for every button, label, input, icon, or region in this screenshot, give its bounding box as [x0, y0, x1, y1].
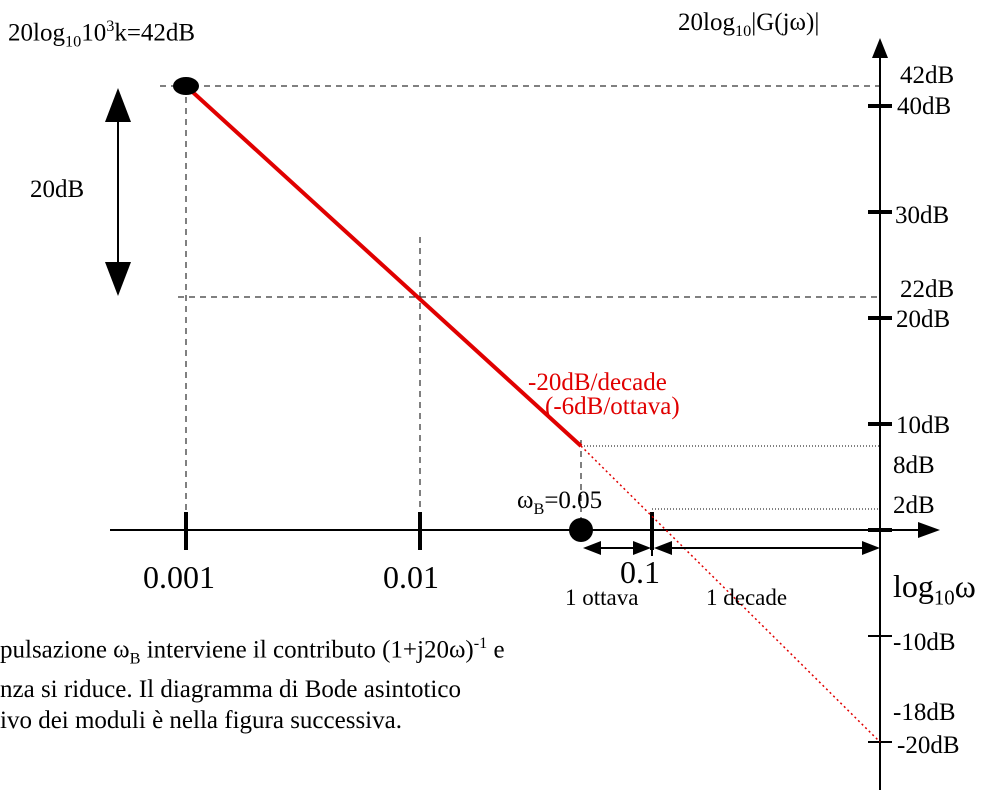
slope-octave-label: (-6dB/ottava) [545, 393, 680, 420]
x-axis-title: log10ω [893, 568, 976, 610]
omega-b-point [569, 518, 593, 542]
y-ticks [868, 104, 892, 743]
y-label-30db: 30dB [895, 202, 950, 229]
y-label-20db: 20dB [896, 306, 951, 333]
y-label-22db: 22dB [900, 276, 955, 303]
decade-label: 1 decade [706, 585, 788, 610]
caption-line-1: pulsazione ωB interviene il contributo (… [0, 634, 505, 668]
start-point [173, 77, 199, 95]
span-20db-arrow [105, 88, 131, 296]
y-axis-arrowhead [872, 38, 888, 58]
formula-label: 20log10103k=42dB [8, 17, 196, 51]
y-label-minus20db: -20dB [897, 732, 960, 759]
y-label-10db: 10dB [896, 412, 951, 439]
y-label-42db: 42dB [900, 62, 955, 89]
asymptote-extension [580, 445, 881, 743]
octave-label: 1 ottava [565, 585, 639, 610]
y-label-minus10db: -10dB [893, 629, 956, 656]
omega-b-label: ωB=0.05 [517, 487, 603, 518]
y-label-minus18db: -18dB [893, 699, 956, 726]
caption-line-3: ivo dei moduli è nella figura successiva… [0, 707, 402, 735]
x-label-0-1: 0.1 [620, 554, 660, 590]
y-label-8db: 8dB [893, 452, 935, 479]
caption: pulsazione ωB interviene il contributo (… [0, 628, 790, 736]
x-label-0-01: 0.01 [383, 559, 439, 595]
slope-label: -20dB/decade [528, 369, 667, 396]
x-axis-arrowhead [918, 522, 940, 538]
y-label-40db: 40dB [897, 93, 952, 120]
caption-line-2: nza si riduce. Il diagramma di Bode asin… [0, 676, 461, 704]
y-label-2db: 2dB [893, 492, 935, 519]
octave-arrow [583, 540, 653, 556]
x-label-0-001: 0.001 [143, 559, 215, 595]
dashed-guides [160, 85, 880, 530]
y-axis-title: 20log10|G(jω)| [678, 9, 820, 40]
decade-arrow [654, 540, 881, 556]
asymptote-segment [184, 84, 583, 448]
span-20db-label: 20dB [30, 176, 85, 203]
dotted-guides [581, 445, 880, 510]
